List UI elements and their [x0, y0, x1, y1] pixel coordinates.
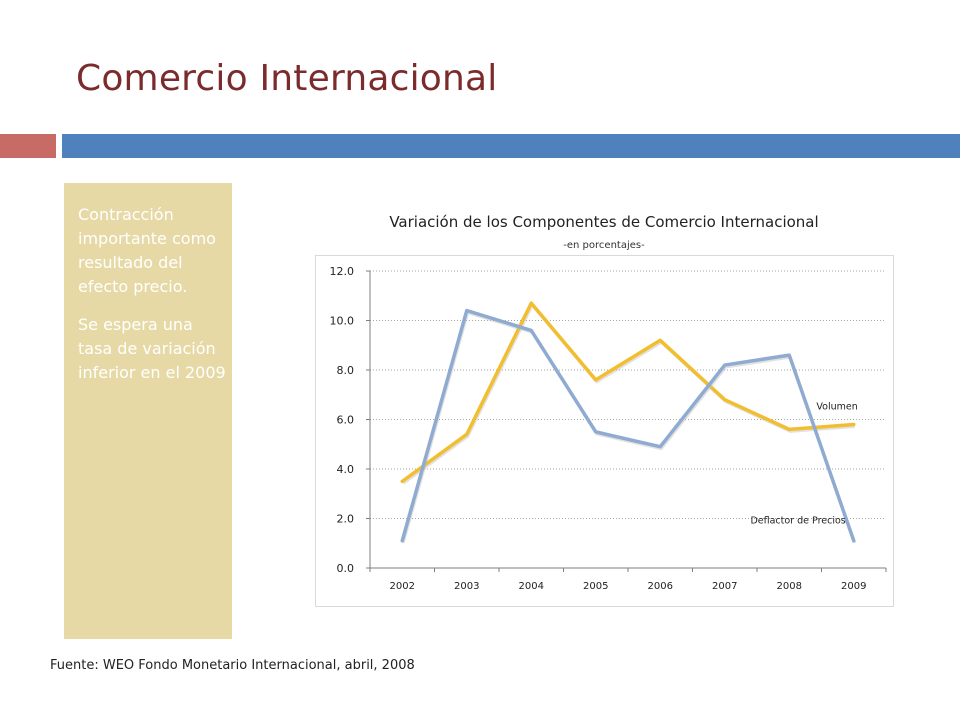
- side-note-paragraph-2: Se espera una tasa de variación inferior…: [78, 315, 226, 382]
- series-label-volumen: Volumen: [816, 402, 857, 413]
- chart-svg: 0.0 2.0 4.0 6.0 8.0 10.0 12.0 2002 2003 2004 2005 2…: [330, 265, 887, 592]
- x-tick-label: 2008: [777, 581, 802, 592]
- line-chart: 0.0 2.0 4.0 6.0 8.0 10.0 12.0 2002 2003 2004 2005 2…: [315, 255, 894, 607]
- x-tick-label: 2009: [841, 581, 866, 592]
- slide-title: Comercio Internacional: [76, 58, 498, 99]
- y-tick-label: 12.0: [330, 265, 355, 278]
- accent-bar-red: [0, 134, 56, 158]
- accent-bar-blue: [62, 134, 960, 158]
- series-deflactor-line: [400, 308, 856, 543]
- side-note-box: Contracción importante como resultado de…: [64, 183, 232, 639]
- series-label-deflactor: Deflactor de Precios: [750, 516, 845, 527]
- chart-subtitle: -en porcentajes-: [563, 240, 645, 251]
- x-tick-label: 2004: [519, 581, 544, 592]
- y-tick-label: 0.0: [337, 562, 355, 575]
- y-tick-label: 4.0: [337, 463, 355, 476]
- series-volumen-shadow: [402, 303, 855, 485]
- chart-title: Variación de los Componentes de Comercio…: [389, 213, 819, 231]
- side-note-paragraph-1: Contracción importante como resultado de…: [78, 205, 216, 296]
- x-tick-label: 2005: [583, 581, 608, 592]
- x-tick-label: 2006: [648, 581, 673, 592]
- y-tick-label: 2.0: [337, 513, 355, 526]
- y-tick-label: 6.0: [337, 414, 355, 427]
- x-tick-label: 2003: [454, 581, 479, 592]
- side-note-text: Contracción importante como resultado de…: [78, 203, 228, 399]
- series-volumen-line: [400, 301, 856, 484]
- x-tick-label: 2007: [712, 581, 737, 592]
- y-tick-label: 8.0: [337, 364, 355, 377]
- source-note: Fuente: WEO Fondo Monetario Internaciona…: [50, 658, 415, 673]
- x-tick-label: 2002: [390, 581, 415, 592]
- y-tick-label: 10.0: [330, 315, 355, 328]
